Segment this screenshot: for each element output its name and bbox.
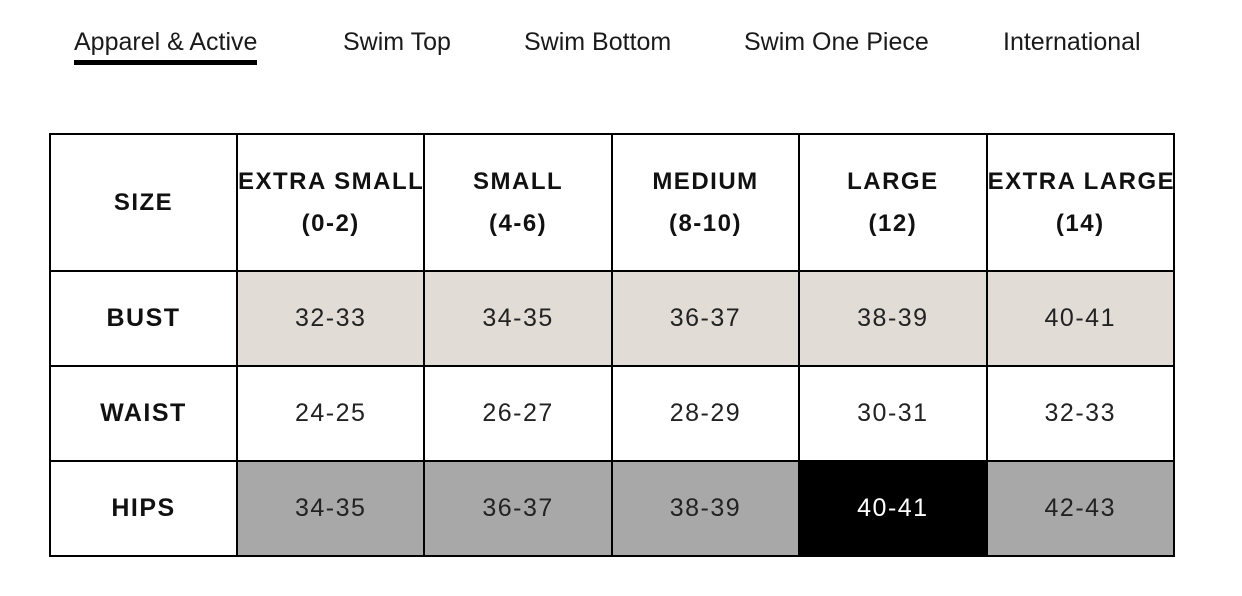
row-label-waist: WAIST: [49, 365, 238, 462]
column-header-range: (8-10): [668, 209, 742, 237]
size-corner-label: SIZE: [49, 133, 238, 272]
table-header-row: SIZE EXTRA SMALL (0-2) SMALL (4-6) MEDIU…: [49, 133, 1175, 272]
column-header-name: EXTRA LARGE: [987, 167, 1174, 195]
tab-swim-one-piece[interactable]: Swim One Piece: [744, 28, 929, 56]
table-cell: 42-43: [985, 460, 1175, 557]
column-header-range: (12): [868, 209, 918, 237]
column-header-small: SMALL (4-6): [423, 133, 613, 272]
table-cell: 36-37: [610, 270, 801, 367]
table-row-bust: BUST 32-33 34-35 36-37 38-39 40-41: [49, 270, 1175, 367]
table-cell: 32-33: [985, 365, 1175, 462]
tab-swim-top[interactable]: Swim Top: [343, 28, 451, 56]
row-label-hips: HIPS: [49, 460, 238, 557]
column-header-extra-small: EXTRA SMALL (0-2): [235, 133, 426, 272]
table-cell: 32-33: [235, 270, 426, 367]
column-header-range: (14): [1055, 209, 1105, 237]
table-row-hips: HIPS 34-35 36-37 38-39 40-41 42-43: [49, 460, 1175, 557]
column-header-name: EXTRA SMALL: [238, 167, 425, 195]
table-cell: 24-25: [235, 365, 426, 462]
table-cell: 28-29: [610, 365, 801, 462]
table-cell: 38-39: [610, 460, 801, 557]
table-cell: 30-31: [798, 365, 988, 462]
row-label-bust: BUST: [49, 270, 238, 367]
column-header-name: SMALL: [473, 167, 564, 195]
tab-international[interactable]: International: [1003, 28, 1141, 56]
table-cell: 34-35: [423, 270, 613, 367]
tab-apparel-active[interactable]: Apparel & Active: [74, 22, 258, 65]
table-cell: 34-35: [235, 460, 426, 557]
table-cell: 36-37: [423, 460, 613, 557]
table-cell: 38-39: [798, 270, 988, 367]
table-cell: 40-41: [798, 460, 988, 557]
table-cell: 40-41: [985, 270, 1175, 367]
table-row-waist: WAIST 24-25 26-27 28-29 30-31 32-33: [49, 365, 1175, 462]
table-cell: 26-27: [423, 365, 613, 462]
column-header-large: LARGE (12): [798, 133, 988, 272]
column-header-range: (0-2): [301, 209, 360, 237]
size-category-tabs: Apparel & Active Swim Top Swim Bottom Sw…: [0, 22, 1242, 68]
column-header-medium: MEDIUM (8-10): [610, 133, 801, 272]
tab-swim-bottom[interactable]: Swim Bottom: [524, 28, 672, 56]
column-header-range: (4-6): [489, 209, 548, 237]
column-header-extra-large: EXTRA LARGE (14): [985, 133, 1175, 272]
size-chart-table: SIZE EXTRA SMALL (0-2) SMALL (4-6) MEDIU…: [49, 133, 1175, 557]
column-header-name: LARGE: [847, 167, 939, 195]
column-header-name: MEDIUM: [652, 167, 759, 195]
